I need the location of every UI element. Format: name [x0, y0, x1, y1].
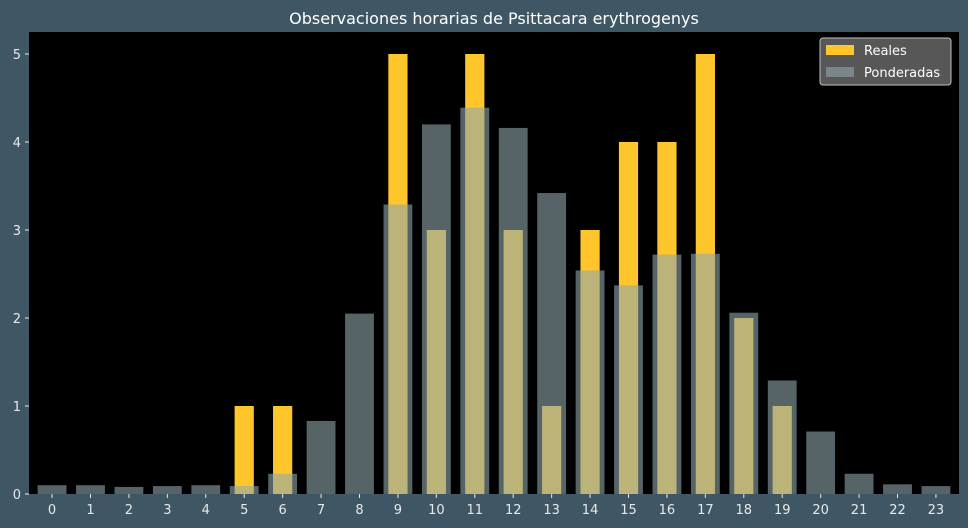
x-tick-label: 14	[582, 503, 599, 518]
bar-ponderadas-18	[729, 312, 759, 494]
x-tick-label: 7	[317, 503, 325, 518]
bar-ponderadas-21	[844, 473, 874, 494]
x-tick-label: 13	[543, 503, 560, 518]
x-tick-label: 9	[394, 503, 402, 518]
x-tick-label: 19	[774, 503, 791, 518]
bar-ponderadas-19	[767, 380, 797, 494]
bar-ponderadas-12	[498, 127, 528, 495]
legend-swatch-ponderadas	[826, 67, 854, 77]
legend-label-ponderadas: Ponderadas	[864, 66, 940, 81]
bar-ponderadas-0	[37, 485, 67, 494]
x-tick-label: 18	[736, 503, 753, 518]
x-tick-label: 20	[812, 503, 829, 518]
legend-label-reales: Reales	[864, 44, 907, 59]
x-tick-label: 11	[467, 503, 484, 518]
bar-ponderadas-10	[421, 124, 451, 495]
chart-title: Observaciones horarias de Psittacara ery…	[289, 9, 699, 28]
bar-ponderadas-3	[152, 486, 182, 494]
x-tick-label: 8	[355, 503, 363, 518]
bar-ponderadas-9	[383, 204, 413, 495]
x-tick-label: 16	[659, 503, 676, 518]
y-tick-label: 4	[13, 136, 21, 151]
bar-ponderadas-5	[229, 486, 259, 494]
x-tick-label: 0	[48, 503, 56, 518]
bar-ponderadas-15	[614, 285, 643, 494]
bar-ponderadas-20	[806, 431, 836, 494]
x-tick-label: 22	[889, 503, 906, 518]
x-tick-label: 2	[125, 503, 133, 518]
bar-reales-5	[234, 406, 254, 494]
bar-ponderadas-4	[191, 485, 221, 494]
x-tick-label: 12	[505, 503, 522, 518]
bar-ponderadas-14	[575, 270, 605, 494]
y-tick-label: 2	[13, 312, 21, 327]
bar-ponderadas-11	[460, 107, 490, 495]
y-tick-label: 0	[13, 488, 21, 503]
bar-ponderadas-6	[268, 473, 298, 494]
bar-ponderadas-8	[345, 313, 374, 494]
x-tick-label: 23	[928, 503, 945, 518]
bar-ponderadas-1	[76, 485, 105, 494]
x-tick-label: 15	[620, 503, 637, 518]
bar-ponderadas-22	[883, 484, 912, 494]
x-tick-label: 1	[86, 503, 94, 518]
bar-ponderadas-16	[652, 254, 682, 494]
x-tick-label: 17	[697, 503, 714, 518]
legend: Reales Ponderadas	[819, 37, 952, 86]
bar-ponderadas-7	[306, 420, 336, 494]
bar-ponderadas-23	[921, 486, 951, 494]
x-tick-label: 3	[163, 503, 171, 518]
y-tick-label: 3	[13, 224, 21, 239]
y-tick-label: 1	[13, 400, 21, 415]
bar-ponderadas-2	[114, 486, 144, 494]
bar-reales-6	[273, 406, 293, 494]
x-tick-label: 21	[851, 503, 868, 518]
y-axis: 0 1 2 3 4 5	[13, 48, 29, 503]
x-tick-label: 10	[428, 503, 445, 518]
plot-area	[29, 32, 959, 494]
bar-ponderadas-13	[537, 193, 567, 495]
series-ponderadas	[37, 107, 951, 495]
x-tick-label: 6	[278, 503, 286, 518]
x-tick-label: 5	[240, 503, 248, 518]
legend-swatch-reales	[826, 45, 854, 55]
x-axis: 0 1 2 3 4 5 6 7 8 9 10 11 12 13 14 15 16 17 18 19 20 21 22 23	[48, 494, 944, 518]
x-tick-label: 4	[202, 503, 210, 518]
bar-ponderadas-17	[690, 253, 720, 494]
y-tick-label: 5	[13, 48, 21, 63]
